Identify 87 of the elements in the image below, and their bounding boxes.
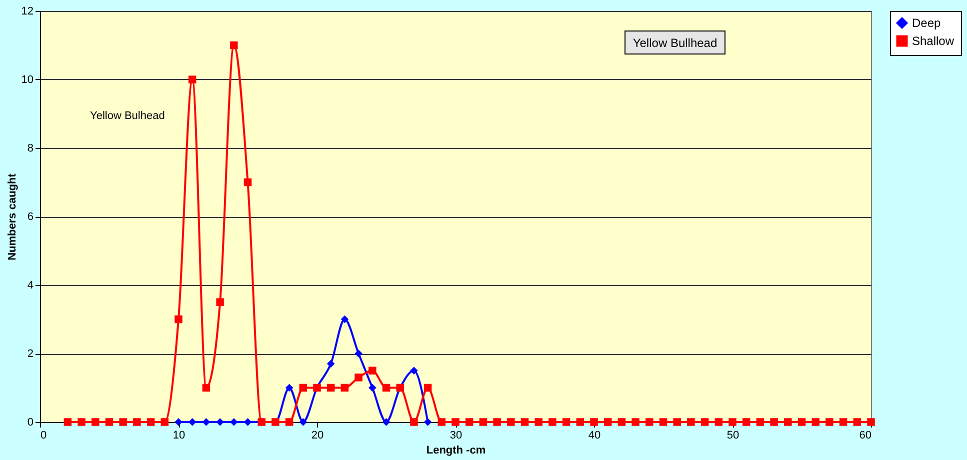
point (452, 418, 460, 426)
point (174, 315, 182, 324)
point (742, 418, 750, 426)
point (604, 418, 612, 426)
point (244, 178, 252, 186)
point (188, 76, 196, 84)
point (548, 418, 556, 426)
point (646, 418, 654, 426)
point (368, 384, 376, 392)
annotation: Yellow Bulhead (90, 110, 165, 122)
point (285, 418, 294, 426)
point (78, 418, 86, 426)
point (160, 418, 169, 426)
point (230, 418, 238, 426)
point (354, 350, 362, 358)
point (438, 418, 446, 426)
point (465, 418, 474, 426)
point (133, 418, 141, 426)
point (216, 418, 224, 426)
point (714, 418, 723, 426)
x-tick-label: 10 (172, 430, 186, 442)
point (424, 418, 432, 426)
point (479, 418, 488, 426)
point (340, 315, 349, 324)
point (839, 418, 848, 426)
point (687, 418, 695, 426)
point (590, 418, 598, 426)
x-tick-label: 50 (726, 430, 740, 442)
point (507, 418, 515, 426)
y-tick-label: 4 (27, 280, 34, 292)
point (410, 366, 418, 374)
x-tick-label: 30 (450, 430, 462, 442)
point (340, 384, 349, 392)
point (64, 418, 72, 426)
y-tick-label: 8 (27, 142, 34, 154)
point (770, 418, 778, 426)
point (632, 418, 640, 426)
x-axis-title: Length -cm (426, 444, 486, 456)
y-tick-label: 0 (27, 416, 34, 428)
point (659, 418, 668, 426)
point (520, 418, 529, 426)
y-tick-label: 2 (27, 348, 34, 360)
point (285, 384, 294, 392)
text: Yellow Bullhead (632, 36, 718, 50)
legend-label: Shallow (912, 34, 954, 48)
point (784, 418, 792, 426)
point (534, 418, 542, 426)
point (562, 418, 570, 426)
y-tick-label: 10 (21, 74, 34, 86)
point (216, 298, 224, 306)
point (299, 384, 308, 392)
point (493, 418, 501, 426)
y-tick-label: 6 (27, 211, 34, 223)
point (382, 384, 390, 392)
point (299, 418, 308, 426)
point (382, 418, 390, 426)
x-tick-label: 20 (311, 430, 324, 442)
point (146, 418, 155, 426)
point (756, 418, 764, 426)
point (92, 418, 100, 426)
legend-label: Deep (912, 16, 942, 30)
point (700, 418, 709, 426)
point (798, 418, 806, 426)
point (326, 360, 335, 368)
point (410, 418, 418, 426)
y-tick-label: 12 (21, 6, 34, 18)
point (618, 418, 626, 426)
point (853, 418, 862, 426)
point (105, 418, 114, 426)
point (202, 384, 210, 392)
x-tick-label: 60 (859, 430, 872, 442)
point (244, 418, 252, 426)
point (576, 418, 584, 426)
point (119, 418, 127, 426)
point (812, 418, 820, 426)
point (424, 384, 432, 392)
point (728, 418, 736, 426)
point (354, 374, 362, 382)
x-tick-label: 0 (40, 430, 47, 442)
point (230, 41, 238, 50)
y-axis-title: Numbers caught (6, 173, 18, 260)
point (326, 384, 335, 392)
point (826, 418, 834, 426)
x-tick-label: 40 (588, 430, 601, 442)
point (368, 366, 376, 374)
point (174, 418, 182, 426)
point (673, 418, 681, 426)
